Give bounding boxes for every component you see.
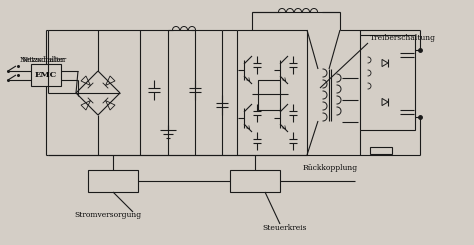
Polygon shape	[81, 76, 91, 86]
Polygon shape	[81, 100, 91, 110]
Text: Netzschalter: Netzschalter	[22, 56, 67, 64]
Polygon shape	[105, 76, 115, 86]
Text: Rückkopplung: Rückkopplung	[303, 164, 358, 172]
Text: Stromversorgung: Stromversorgung	[74, 211, 142, 219]
Bar	[258, 80, 280, 110]
Text: EMC: EMC	[35, 71, 57, 79]
Bar	[31, 64, 61, 86]
Bar	[360, 35, 415, 130]
Polygon shape	[105, 100, 115, 110]
Polygon shape	[382, 98, 388, 106]
Bar	[370, 147, 392, 154]
Text: Netzschalter: Netzschalter	[20, 56, 65, 64]
Text: Treiberschaltung: Treiberschaltung	[370, 34, 436, 42]
Bar	[230, 170, 280, 192]
Bar	[88, 170, 138, 192]
Polygon shape	[382, 59, 388, 67]
Text: Steuerkreis: Steuerkreis	[263, 224, 307, 232]
